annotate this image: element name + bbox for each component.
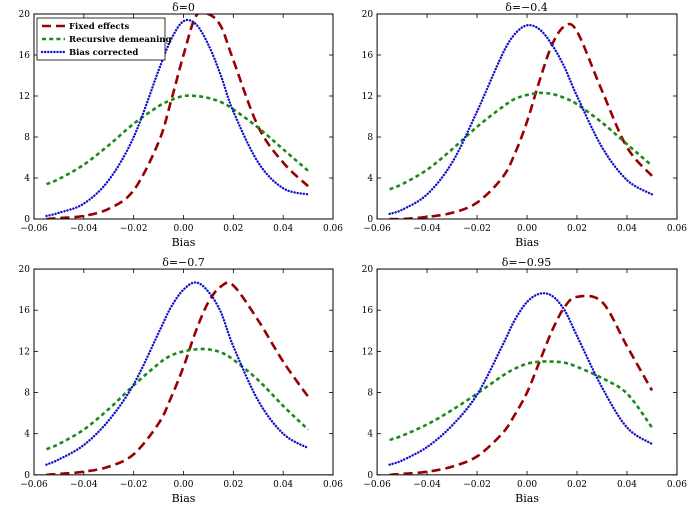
curve-bias-corrected xyxy=(45,18,310,218)
svg-text:−0.04: −0.04 xyxy=(413,480,441,490)
svg-text:0.06: 0.06 xyxy=(323,224,343,234)
svg-text:−0.06: −0.06 xyxy=(20,480,48,490)
svg-text:−0.06: −0.06 xyxy=(363,224,391,234)
svg-text:16: 16 xyxy=(362,306,374,316)
svg-text:8: 8 xyxy=(367,133,373,143)
svg-text:−0.02: −0.02 xyxy=(463,224,491,234)
curve-recursive-demeaning xyxy=(45,347,309,451)
tick-labels: −0.06 −0.04 −0.02 0.00 0.02 0.04 0.06 0 4 8 12 16 20 xyxy=(362,10,687,234)
svg-text:0.00: 0.00 xyxy=(517,480,537,490)
svg-text:8: 8 xyxy=(24,133,30,143)
svg-text:0.00: 0.00 xyxy=(173,224,193,234)
svg-text:0.06: 0.06 xyxy=(323,480,343,490)
svg-text:20: 20 xyxy=(19,265,31,275)
x-axis-label: Bias xyxy=(515,236,539,249)
tick-marks xyxy=(376,13,678,220)
curve-fixed-effects xyxy=(389,22,653,219)
axes-box xyxy=(376,268,678,476)
svg-text:16: 16 xyxy=(362,51,374,61)
svg-text:0.04: 0.04 xyxy=(617,224,637,234)
subplot-delta-0: δ=0 −0.06 −0.04 −0.02 0.00 0.02 0.04 0.06 0 4 8 12… xyxy=(0,0,343,255)
curve-recursive-demeaning xyxy=(389,91,653,191)
svg-text:−0.02: −0.02 xyxy=(120,480,148,490)
svg-text:0.00: 0.00 xyxy=(173,480,193,490)
svg-text:4: 4 xyxy=(24,430,30,440)
x-axis-label: Bias xyxy=(515,492,539,505)
svg-text:−0.02: −0.02 xyxy=(120,224,148,234)
svg-text:0: 0 xyxy=(367,471,373,481)
svg-text:−0.06: −0.06 xyxy=(363,480,391,490)
svg-text:16: 16 xyxy=(19,51,31,61)
tick-marks xyxy=(33,13,334,220)
svg-text:0.04: 0.04 xyxy=(273,480,293,490)
svg-text:0.04: 0.04 xyxy=(273,224,293,234)
svg-text:12: 12 xyxy=(19,347,30,357)
svg-text:8: 8 xyxy=(367,389,373,399)
subplot-title: δ=−0.4 xyxy=(505,1,548,14)
curve-bias-corrected xyxy=(388,292,654,466)
svg-text:4: 4 xyxy=(367,174,373,184)
svg-text:4: 4 xyxy=(367,430,373,440)
plot-canvas-delta-neg07: −0.06 −0.04 −0.02 0.00 0.02 0.04 0.06 0 4 8 12 16 20… xyxy=(19,265,343,505)
subplot-delta-neg095: δ=−0.95 −0.06 −0.04 −0.02 0.00 0.02 0.04 0.06 0… xyxy=(343,255,687,511)
svg-text:0.00: 0.00 xyxy=(517,224,537,234)
svg-text:8: 8 xyxy=(24,389,30,399)
svg-text:20: 20 xyxy=(19,10,31,20)
tick-labels: −0.06 −0.04 −0.02 0.00 0.02 0.04 0.06 0 4 8 12 16 20 xyxy=(19,10,343,234)
subplot-delta-neg04: δ=−0.4 −0.06 −0.04 −0.02 0.00 0.02 0.04 0.06 0 4… xyxy=(343,0,687,255)
svg-text:0: 0 xyxy=(24,215,30,225)
subplot-delta-neg07: δ=−0.7 −0.06 −0.04 −0.02 0.00 0.02 0.04 0.06 0 4… xyxy=(0,255,343,511)
svg-text:−0.06: −0.06 xyxy=(20,224,48,234)
curve-fixed-effects xyxy=(389,294,654,475)
curve-bias-corrected xyxy=(45,281,310,466)
svg-text:0.02: 0.02 xyxy=(567,224,587,234)
legend-label-recursive-demeaning: Recursive demeaning xyxy=(69,35,171,45)
legend-label-fixed-effects: Fixed effects xyxy=(69,22,130,32)
curve-bias-corrected xyxy=(388,23,654,216)
svg-text:12: 12 xyxy=(362,347,373,357)
plot-canvas-delta-neg04: −0.06 −0.04 −0.02 0.00 0.02 0.04 0.06 0 4 8 12 16 20… xyxy=(362,10,687,249)
svg-text:0.02: 0.02 xyxy=(223,480,243,490)
subplot-title: δ=−0.7 xyxy=(162,256,205,269)
svg-text:16: 16 xyxy=(19,306,31,316)
svg-text:−0.04: −0.04 xyxy=(70,224,98,234)
svg-text:0.04: 0.04 xyxy=(617,480,637,490)
svg-text:20: 20 xyxy=(362,265,374,275)
tick-marks xyxy=(376,268,678,476)
subplot-title: δ=−0.95 xyxy=(501,256,552,269)
svg-text:12: 12 xyxy=(362,92,373,102)
plot-canvas-delta-0: −0.06 −0.04 −0.02 0.00 0.02 0.04 0.06 0 4 8 12 16 20… xyxy=(19,10,343,249)
tick-labels: −0.06 −0.04 −0.02 0.00 0.02 0.04 0.06 0 4 8 12 16 20 xyxy=(362,265,687,490)
curve-recursive-demeaning xyxy=(45,94,309,186)
svg-text:0.06: 0.06 xyxy=(667,224,687,234)
tick-marks xyxy=(33,268,334,476)
svg-text:−0.04: −0.04 xyxy=(70,480,98,490)
subplot-title: δ=0 xyxy=(172,1,195,14)
svg-text:0.02: 0.02 xyxy=(223,224,243,234)
svg-text:0: 0 xyxy=(24,471,30,481)
svg-text:−0.04: −0.04 xyxy=(413,224,441,234)
curve-fixed-effects xyxy=(46,281,310,475)
svg-text:−0.02: −0.02 xyxy=(463,480,491,490)
x-axis-label: Bias xyxy=(172,236,196,249)
svg-text:12: 12 xyxy=(19,92,30,102)
plot-canvas-delta-neg095: −0.06 −0.04 −0.02 0.00 0.02 0.04 0.06 0 4 8 12 16 20… xyxy=(362,265,687,505)
svg-text:20: 20 xyxy=(362,10,374,20)
svg-text:0: 0 xyxy=(367,215,373,225)
x-axis-label: Bias xyxy=(172,492,196,505)
tick-labels: −0.06 −0.04 −0.02 0.00 0.02 0.04 0.06 0 4 8 12 16 20 xyxy=(19,265,343,490)
svg-text:0.02: 0.02 xyxy=(567,480,587,490)
svg-text:0.06: 0.06 xyxy=(667,480,687,490)
axes-box xyxy=(33,268,334,476)
curve-fixed-effects xyxy=(46,14,309,219)
svg-text:4: 4 xyxy=(24,174,30,184)
legend-label-bias-corrected: Bias corrected xyxy=(69,48,138,58)
curve-recursive-demeaning xyxy=(389,360,654,442)
axes-box xyxy=(376,13,678,220)
legend: Fixed effects Recursive demeaning Bias cor… xyxy=(36,17,171,61)
